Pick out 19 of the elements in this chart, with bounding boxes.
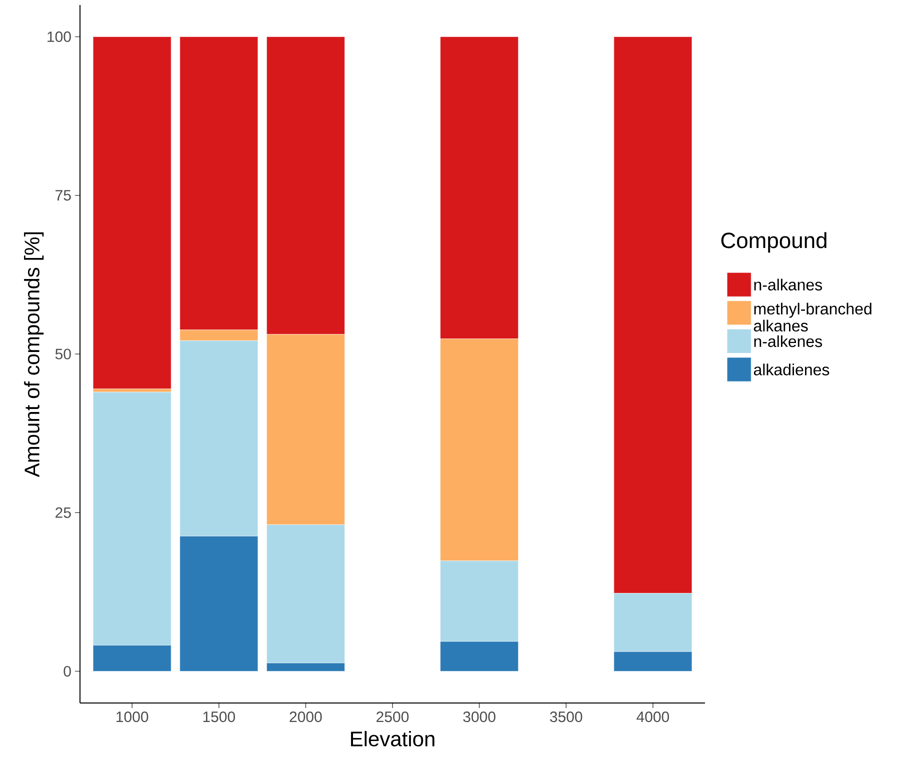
- y-axis-title: Amount of compounds [%]: [24, 232, 44, 478]
- x-tick-label: 1000: [116, 712, 148, 722]
- x-tick-label: 3500: [550, 712, 582, 722]
- y-tick-label: 50: [55, 348, 71, 360]
- legend-label: n-alkanes: [754, 278, 822, 290]
- legend-label: alkadienes: [754, 364, 830, 376]
- x-tick-label: 2000: [290, 712, 322, 722]
- y-tick-label: 25: [56, 507, 71, 518]
- y-tick-label: 75: [56, 190, 71, 201]
- y-tick-label: 0: [64, 666, 71, 677]
- y-tick-label: 100: [48, 31, 71, 42]
- x-axis-title: Elevation: [351, 730, 434, 746]
- bar: [92, 36, 172, 390]
- x-tick-label: 4000: [636, 712, 670, 722]
- legend-label: n-alkenes: [754, 335, 822, 348]
- x-tick-label: 1500: [203, 712, 235, 722]
- legend-title: Compound: [721, 232, 826, 253]
- x-tick-label: 2500: [376, 712, 409, 722]
- x-tick-label: 3000: [463, 712, 496, 722]
